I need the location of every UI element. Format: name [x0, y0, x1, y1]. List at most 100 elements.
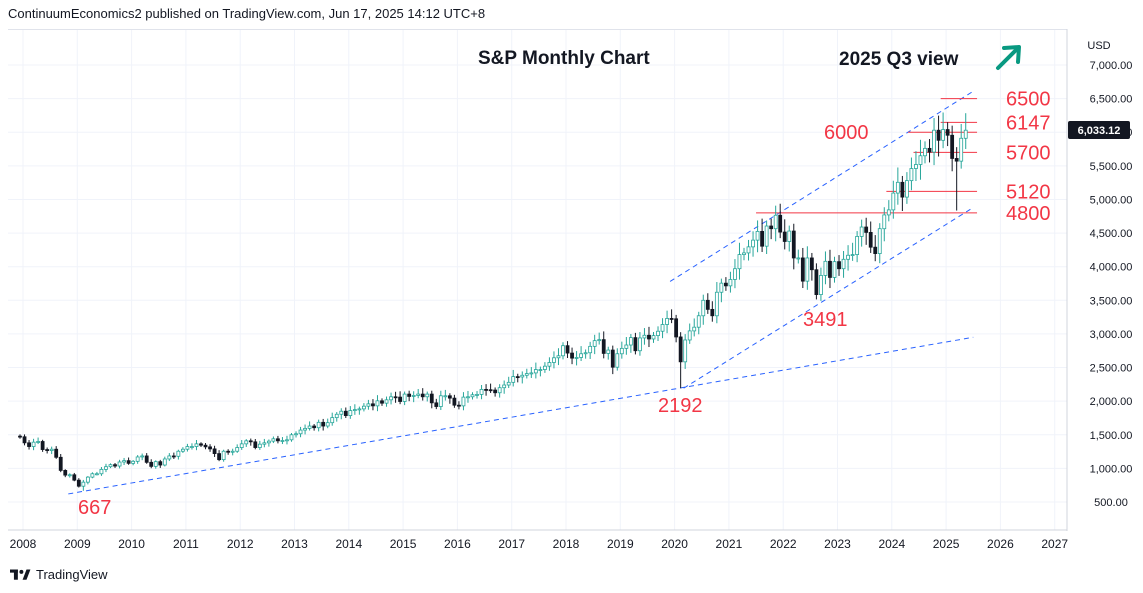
chart-frame[interactable]: 6500 6147 6000 5700 5120 4800 667 2192 3491 S&P … — [8, 29, 1132, 551]
candle-body — [54, 448, 59, 458]
price-tick-label: 5,000.00 — [1090, 194, 1133, 206]
time-tick-label: 2026 — [987, 537, 1014, 551]
candle-body — [714, 291, 719, 317]
candle-body — [276, 438, 280, 442]
candle-body — [760, 230, 764, 247]
candle-body — [905, 180, 909, 198]
price-tick-label: 3,000.00 — [1090, 329, 1133, 341]
swing-low-label-2192: 2192 — [658, 395, 703, 417]
candle-body — [407, 393, 412, 397]
candle-body — [561, 345, 565, 357]
candle-body — [574, 357, 579, 359]
price-axis: 500.00 1,000.00 1,500.00 2,000.00 2,500.00 3,… — [1066, 29, 1133, 531]
level-label-6147: 6147 — [1006, 112, 1051, 134]
candle-body — [647, 334, 651, 340]
candles — [18, 112, 968, 491]
candle-body — [393, 396, 398, 399]
candle-body — [837, 261, 841, 270]
candle-body — [248, 440, 253, 443]
price-tick-label: 2,500.00 — [1090, 363, 1133, 375]
time-tick-label: 2019 — [607, 537, 634, 551]
candle-body — [918, 155, 923, 165]
grid-lines — [8, 30, 1067, 531]
candle-body — [479, 388, 484, 395]
candle-body — [588, 345, 593, 354]
time-tick-label: 2018 — [553, 537, 580, 551]
candle-body — [850, 254, 855, 256]
candle-body — [40, 441, 45, 450]
candle-body — [506, 381, 511, 386]
time-tick-label: 2027 — [1041, 537, 1068, 551]
candle-body — [886, 209, 891, 216]
candle-body — [733, 268, 737, 280]
candle-body — [819, 275, 823, 295]
last-price-label: 6,033.12 — [1078, 125, 1121, 137]
chart-title: S&P Monthly Chart — [478, 48, 650, 69]
candle-body — [914, 164, 918, 169]
candle-body — [529, 372, 534, 375]
candle-body — [176, 450, 181, 457]
time-tick-label: 2008 — [10, 537, 37, 551]
candle-body — [484, 388, 488, 391]
price-tick-label: 5,500.00 — [1090, 161, 1133, 173]
candle-body — [520, 374, 525, 378]
candle-body — [656, 330, 660, 337]
candle-body — [27, 442, 31, 447]
candle-body — [877, 228, 882, 254]
candle-body — [601, 339, 606, 354]
candle-body — [95, 473, 99, 476]
candle-body — [547, 362, 552, 367]
candle-body — [868, 232, 873, 248]
candle-body — [230, 450, 235, 453]
candle-body — [746, 246, 751, 254]
candle-body — [805, 257, 810, 282]
time-tick-label: 2017 — [498, 537, 525, 551]
candle-body — [257, 443, 262, 448]
level-label-6000: 6000 — [824, 122, 869, 144]
candle-body — [624, 344, 629, 349]
candle-body — [538, 369, 543, 371]
candle-body — [316, 421, 321, 429]
candle-body — [162, 458, 167, 466]
time-tick-label: 2010 — [118, 537, 145, 551]
time-tick-label: 2013 — [281, 537, 308, 551]
candle-body — [271, 438, 276, 442]
candle-body — [651, 335, 656, 340]
candle-body — [466, 396, 470, 399]
time-tick-label: 2024 — [878, 537, 905, 551]
currency-label: USD — [1087, 40, 1110, 52]
candle-body — [570, 352, 574, 359]
candle-body — [380, 400, 384, 404]
candle-body — [85, 476, 90, 483]
candle-body — [941, 129, 945, 141]
candle-body — [950, 134, 955, 159]
price-tick-label: 500.00 — [1094, 497, 1128, 509]
up-arrow-icon — [996, 45, 1021, 70]
candle-body — [226, 450, 231, 453]
candle-body — [954, 158, 959, 162]
candle-body — [724, 282, 728, 287]
candle-body — [122, 460, 126, 463]
candle-body — [511, 376, 516, 383]
candle-body — [515, 376, 520, 379]
candle-body — [330, 417, 335, 424]
trendline — [68, 336, 974, 495]
time-tick-label: 2009 — [64, 537, 91, 551]
candle-body — [764, 225, 769, 247]
candle-body — [642, 334, 647, 339]
candle-body — [932, 129, 936, 153]
candle-body — [371, 403, 375, 407]
price-tick-label: 4,500.00 — [1090, 228, 1133, 240]
candle-body — [348, 410, 353, 417]
candle-body — [285, 439, 289, 442]
candle-body — [846, 254, 850, 260]
candle-body — [778, 214, 783, 233]
candle-body — [266, 440, 271, 444]
candle-body — [221, 450, 226, 461]
swing-low-label-3491: 3491 — [803, 309, 848, 331]
candle-body — [900, 181, 905, 198]
candle-body — [90, 473, 95, 478]
candle-body — [552, 357, 556, 363]
candle-body — [457, 404, 461, 407]
